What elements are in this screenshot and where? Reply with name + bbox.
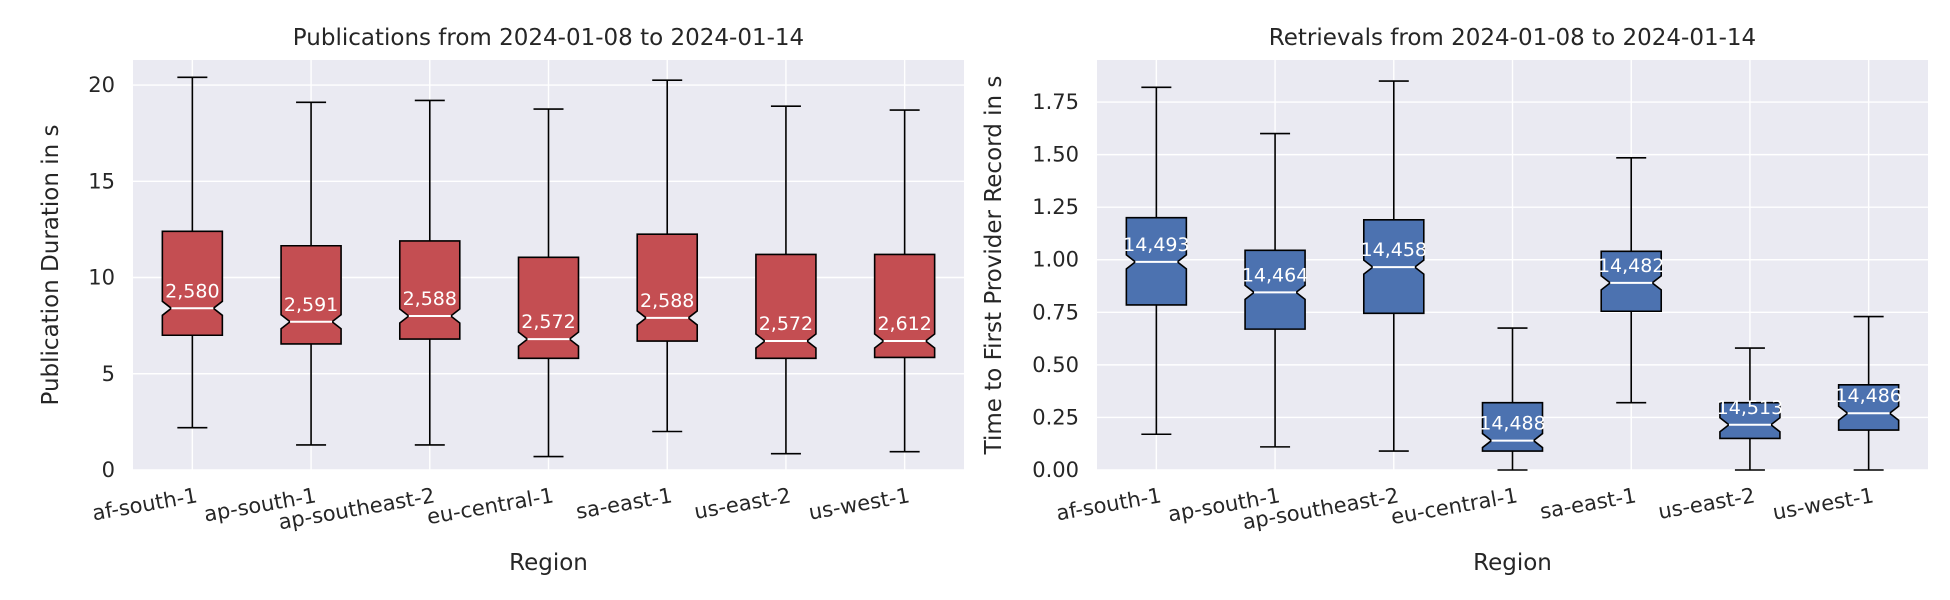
publications-panel: 051015202,580af-south-12,591ap-south-12,… bbox=[38, 25, 964, 576]
publications-ytick-label: 20 bbox=[88, 73, 115, 97]
retrievals-ytick-label: 0.25 bbox=[1032, 405, 1079, 429]
retrievals-yaxis-label: Time to First Provider Record in s bbox=[981, 76, 1007, 456]
publications-ytick-label: 10 bbox=[88, 266, 115, 290]
retrievals-box bbox=[1600, 250, 1663, 313]
publications-xtick-label: us-west-1 bbox=[807, 483, 912, 524]
retrievals-box bbox=[1837, 384, 1900, 431]
publications-count-label: 2,588 bbox=[403, 288, 457, 310]
retrievals-xtick-label: us-west-1 bbox=[1771, 483, 1876, 524]
retrievals-count-label: 14,482 bbox=[1598, 255, 1664, 277]
retrievals-box bbox=[1244, 249, 1306, 330]
retrievals-ytick-label: 0.75 bbox=[1032, 300, 1079, 324]
retrievals-ytick-label: 1.00 bbox=[1032, 248, 1079, 272]
publications-ytick-label: 0 bbox=[102, 458, 115, 482]
retrievals-count-label: 14,513 bbox=[1717, 397, 1783, 419]
retrievals-xtick-label: sa-east-1 bbox=[1538, 483, 1638, 524]
retrievals-count-label: 14,464 bbox=[1242, 264, 1308, 286]
retrievals-count-label: 14,493 bbox=[1123, 234, 1189, 256]
publications-count-label: 2,580 bbox=[165, 280, 219, 302]
retrievals-xtick-label: us-east-2 bbox=[1656, 483, 1756, 524]
publications-xtick-label: sa-east-1 bbox=[574, 483, 674, 524]
publications-title: Publications from 2024-01-08 to 2024-01-… bbox=[293, 25, 804, 51]
publications-count-label: 2,572 bbox=[521, 311, 575, 333]
publications-box bbox=[873, 253, 936, 359]
publications-xtick-label: af-south-1 bbox=[90, 483, 199, 525]
publications-count-label: 2,591 bbox=[284, 294, 338, 316]
publications-count-label: 2,572 bbox=[759, 313, 813, 335]
retrievals-box bbox=[1481, 401, 1544, 452]
retrievals-count-label: 14,486 bbox=[1835, 385, 1901, 407]
retrievals-title: Retrievals from 2024-01-08 to 2024-01-14 bbox=[1269, 25, 1756, 51]
retrievals-count-label: 14,458 bbox=[1361, 239, 1427, 261]
retrievals-xtick-label: eu-central-1 bbox=[1389, 483, 1519, 529]
retrievals-ytick-label: 0.50 bbox=[1032, 353, 1079, 377]
retrievals-ytick-label: 1.25 bbox=[1032, 195, 1079, 219]
publications-box bbox=[280, 244, 342, 345]
publications-box bbox=[636, 233, 699, 342]
publications-box bbox=[517, 256, 580, 360]
publications-xtick-label: us-east-2 bbox=[692, 483, 792, 524]
retrievals-count-label: 14,488 bbox=[1479, 413, 1545, 435]
publications-ytick-label: 5 bbox=[102, 362, 115, 386]
publications-yaxis-label: Publication Duration in s bbox=[38, 125, 64, 406]
publications-box bbox=[398, 240, 461, 340]
retrievals-box bbox=[1719, 401, 1781, 440]
publications-box bbox=[755, 253, 817, 360]
publications-count-label: 2,612 bbox=[877, 313, 931, 335]
publications-ytick-label: 15 bbox=[88, 169, 115, 193]
publications-xtick-label: eu-central-1 bbox=[425, 483, 555, 529]
publications-xaxis-label: Region bbox=[509, 550, 588, 576]
retrievals-panel: 0.00 0.25 0.50 0.75 1.00 1.25 1.50 1.75 14,493 af… bbox=[981, 25, 1928, 576]
retrievals-xaxis-label: Region bbox=[1473, 550, 1552, 576]
retrievals-ytick-label: 1.75 bbox=[1032, 90, 1079, 114]
publications-count-label: 2,588 bbox=[640, 290, 694, 312]
retrievals-ytick-label: 1.50 bbox=[1032, 143, 1079, 167]
retrievals-xtick-label: af-south-1 bbox=[1054, 483, 1163, 525]
retrievals-ytick-label: 0.00 bbox=[1032, 458, 1079, 482]
